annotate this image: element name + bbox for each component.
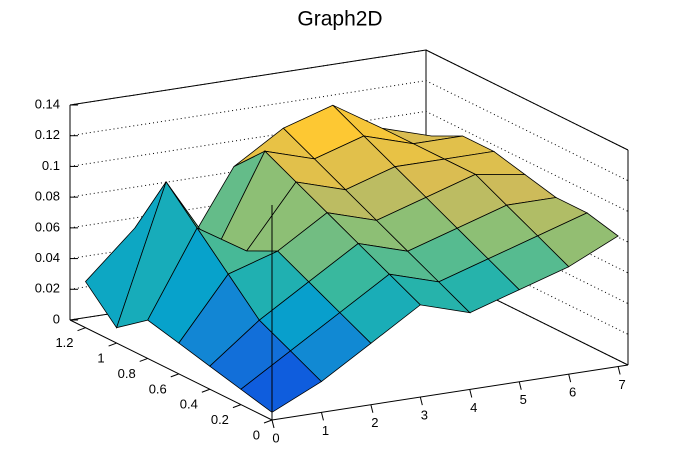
y-tick: [139, 357, 148, 362]
x-tick: [419, 396, 423, 406]
z-tick-label: 0.08: [35, 189, 60, 204]
x-tick-label: 1: [322, 423, 329, 438]
y-tick-label: 0: [253, 427, 260, 442]
y-tick: [232, 404, 242, 409]
y-tick-label: 1.2: [55, 335, 73, 350]
grid-line: [69, 110, 629, 212]
y-tick: [170, 373, 179, 378]
y-tick: [263, 419, 273, 424]
z-tick-label: 0: [53, 311, 60, 326]
y-tick-label: 0.2: [211, 412, 229, 427]
x-tick-label: 2: [371, 415, 378, 430]
y-tick: [201, 388, 211, 393]
y-tick: [108, 342, 117, 347]
z-tick-label: 0.06: [35, 219, 60, 234]
x-tick-label: 7: [618, 377, 625, 392]
x-tick: [518, 381, 522, 390]
x-tick: [469, 389, 473, 398]
y-tick: [77, 327, 86, 332]
z-tick-label: 0.1: [42, 158, 60, 173]
chart-title: Graph2D: [297, 8, 382, 31]
x-tick: [568, 374, 572, 383]
z-tick-label: 0.14: [35, 96, 60, 111]
grid-line: [69, 80, 629, 182]
z-tick-label: 0.04: [35, 250, 60, 265]
x-tick: [370, 404, 374, 413]
y-tick-label: 0.8: [118, 366, 136, 381]
x-tick-label: 6: [569, 385, 576, 400]
surface-cell: [240, 350, 323, 413]
x-tick: [617, 366, 621, 375]
z-tick-label: 0.02: [35, 281, 60, 296]
x-tick-label: 4: [470, 400, 477, 415]
grid-line: [69, 49, 629, 151]
y-tick-label: 0.6: [149, 381, 167, 396]
x-tick-label: 5: [520, 392, 527, 407]
y-tick-label: 1: [97, 351, 104, 366]
axis-edge: [69, 319, 273, 421]
x-tick: [320, 412, 324, 421]
z-tick-label: 0.12: [35, 127, 60, 142]
x-tick-label: 0: [272, 430, 279, 445]
y-tick-label: 0.4: [180, 397, 198, 412]
x-tick-label: 3: [421, 408, 428, 423]
x-tick: [271, 419, 275, 429]
